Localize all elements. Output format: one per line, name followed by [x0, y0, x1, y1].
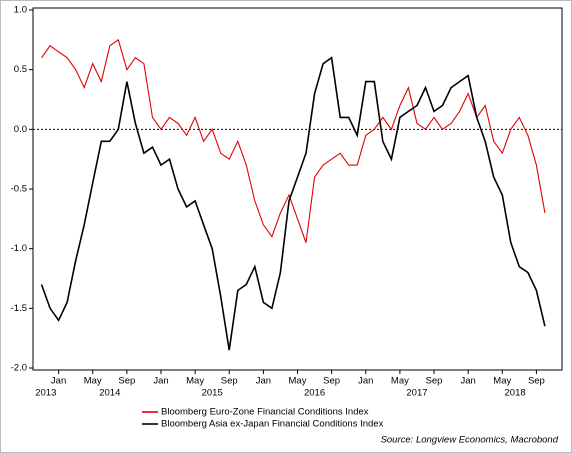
- y-tick-label: 1.0: [14, 5, 27, 16]
- x-tick-label: Sep: [323, 376, 340, 387]
- y-tick-label: 0.5: [14, 64, 27, 75]
- x-year-label: 2016: [304, 388, 325, 399]
- source-note: Source: Longview Economics, Macrobond: [381, 435, 559, 446]
- legend-label: Bloomberg Euro-Zone Financial Conditions…: [161, 407, 369, 418]
- x-tick-label: Jan: [358, 376, 373, 387]
- x-year-label: 2013: [35, 388, 56, 399]
- x-year-label: 2017: [406, 388, 427, 399]
- x-tick-label: Sep: [426, 376, 443, 387]
- x-tick-label: Sep: [118, 376, 135, 387]
- x-tick-label: Jan: [256, 376, 271, 387]
- x-tick-label: May: [186, 376, 204, 387]
- x-year-label: 2015: [202, 388, 223, 399]
- y-tick-label: -0.5: [11, 184, 27, 195]
- x-tick-label: Sep: [528, 376, 545, 387]
- x-tick-label: May: [493, 376, 511, 387]
- x-year-label: 2014: [99, 388, 120, 399]
- series-line: [40, 56, 546, 351]
- y-tick-label: -1.5: [11, 303, 27, 314]
- y-tick-label: -2.0: [11, 363, 27, 374]
- x-tick-label: Jan: [51, 376, 66, 387]
- x-tick-label: May: [289, 376, 307, 387]
- y-tick-label: -1.0: [11, 243, 27, 254]
- x-tick-label: Jan: [153, 376, 168, 387]
- x-year-label: 2018: [505, 388, 526, 399]
- x-tick-label: May: [84, 376, 102, 387]
- plot-area: [32, 7, 563, 371]
- x-tick-label: May: [391, 376, 409, 387]
- x-tick-label: Sep: [221, 376, 238, 387]
- x-tick-label: Jan: [460, 376, 475, 387]
- series-line: [41, 38, 546, 243]
- y-tick-label: 0.0: [14, 124, 27, 135]
- legend-label: Bloomberg Asia ex-Japan Financial Condit…: [161, 419, 384, 430]
